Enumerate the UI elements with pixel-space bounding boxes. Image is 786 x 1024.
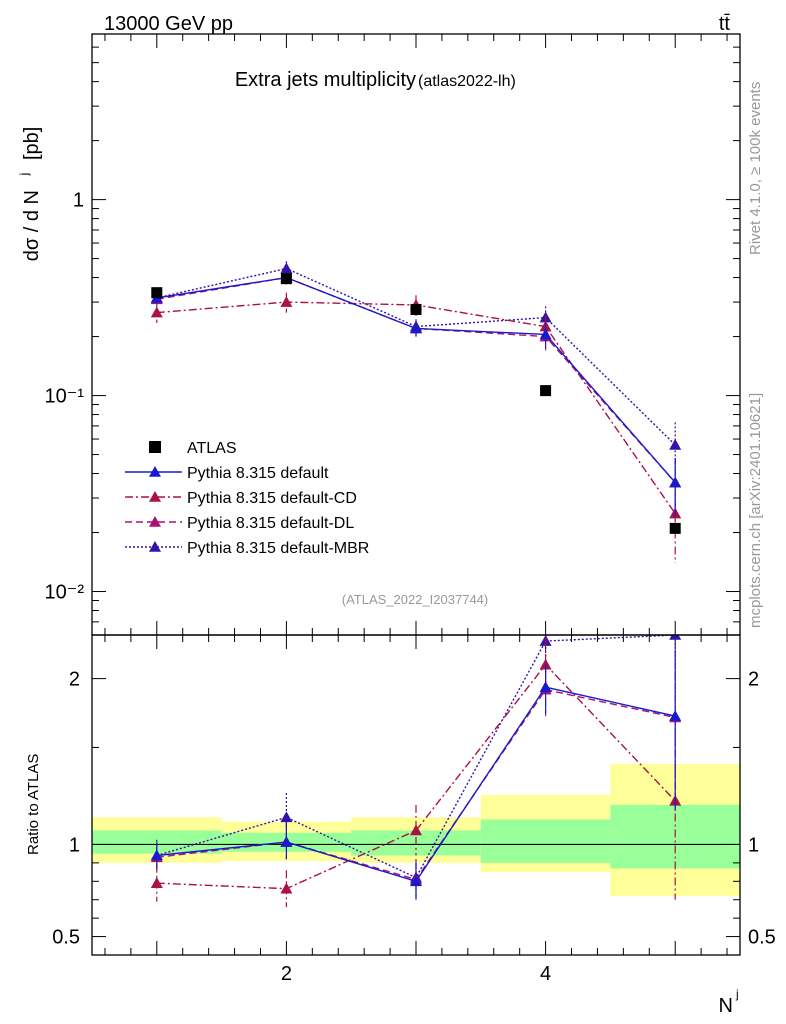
legend: ATLAS Pythia 8.315 default Pythia 8.315 de…: [125, 440, 369, 557]
series-marker: [669, 476, 682, 488]
ratio-plot-area: 2 4 0.5 0.5 1 1 2 2: [52, 635, 776, 985]
ratio-marker: [150, 849, 163, 861]
legend-marker: [149, 466, 161, 477]
ratio-marker: [150, 877, 163, 888]
y-tick-label: 10⁻¹: [45, 386, 85, 408]
legend-label: Pythia 8.315 default: [187, 465, 329, 482]
ratio-frame: [91, 634, 741, 956]
legend-label: Pythia 8.315 default-MBR: [187, 540, 369, 557]
data-point: [410, 303, 422, 315]
ratio-marker: [539, 681, 552, 692]
x-tick-label: 4: [540, 963, 551, 985]
legend-label: Pythia 8.315 default-DL: [187, 515, 354, 532]
series-line-3: [156, 267, 676, 446]
legend-marker: [149, 541, 161, 552]
y-axis-label: dσ / d N j [pb]: [17, 127, 43, 262]
series-marker: [280, 262, 293, 274]
ratio-marker: [280, 882, 293, 894]
ratio-tick-label: 1: [69, 834, 80, 856]
ratio-series-group: [150, 635, 682, 908]
mcplots-reference: mcplots.cern.ch [arXiv:2401.10621]: [747, 393, 764, 628]
legend-marker: [149, 491, 161, 502]
data-point: [540, 385, 552, 397]
data-point: [669, 522, 681, 534]
ratio-marker: [669, 710, 682, 721]
top-series-group: [150, 261, 682, 563]
y-tick-label: 10⁻²: [45, 582, 85, 604]
x-tick-label: 2: [281, 963, 292, 985]
ratio-panel: 2 4 0.5 0.5 1 1 2 2: [52, 634, 776, 985]
ratio-line-1: [156, 663, 676, 890]
legend-marker-data: [149, 441, 161, 453]
process-label: tt̄: [719, 13, 731, 35]
ratio-tick-label: 0.5: [52, 927, 80, 949]
data-point: [151, 287, 163, 299]
ratio-tick-label: 2: [69, 669, 80, 691]
ratio-marker: [280, 811, 293, 823]
series-marker: [669, 438, 682, 450]
ratio-marker: [410, 824, 422, 836]
series-marker: [150, 306, 163, 318]
legend-label-data: ATLAS: [187, 440, 237, 457]
energy-label: 13000 GeV pp: [104, 13, 233, 35]
x-axis-label: N: [719, 995, 733, 1017]
main-panel: 1 10⁻¹ 10⁻² Extra jets multiplicity (atlas…: [45, 33, 741, 955]
legend-label: Pythia 8.315 default-CD: [187, 490, 357, 507]
rivet-version-note: Rivet 4.1.0, ≥ 100k events: [747, 82, 764, 255]
ratio-tick-label-right: 1: [748, 834, 759, 856]
y-tick-label: 1: [73, 190, 84, 212]
series-marker: [280, 296, 293, 307]
data-point: [280, 273, 292, 285]
ratio-tick-label-right: 2: [748, 669, 759, 691]
ratio-marker: [669, 635, 682, 640]
main-plot-area: 1 10⁻¹ 10⁻²: [45, 33, 740, 955]
series-marker: [410, 322, 422, 334]
plot-title: Extra jets multiplicity: [235, 69, 416, 91]
y-axis-label-text: dσ / d N: [21, 190, 43, 261]
ratio-marker: [280, 836, 293, 847]
y-axis-unit: [pb]: [21, 127, 43, 160]
stat-uncertainty-band: [480, 819, 611, 863]
x-axis-label-sup: j: [735, 987, 739, 1001]
ratio-marker: [410, 875, 422, 887]
plot-title-tag: (atlas2022-lh): [418, 73, 516, 90]
ratio-axis-label: Ratio to ATLAS: [25, 754, 42, 855]
analysis-id: (ATLAS_2022_I2037744): [342, 592, 488, 607]
legend-marker: [149, 516, 161, 527]
series-marker: [539, 328, 552, 340]
ratio-tick-label-right: 0.5: [748, 927, 776, 949]
y-axis-label-sup: j: [17, 173, 31, 177]
